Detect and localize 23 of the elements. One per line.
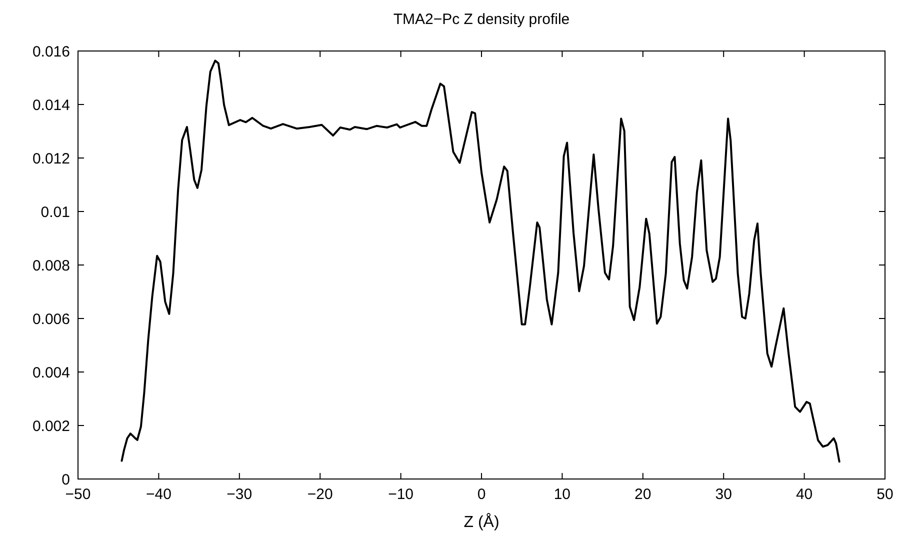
x-tick-label: 30 xyxy=(715,486,732,503)
x-tick-label: 20 xyxy=(634,486,652,503)
x-tick-label: −50 xyxy=(65,486,91,503)
x-tick-label: −10 xyxy=(388,486,414,503)
x-tick-label: 10 xyxy=(554,486,571,503)
x-tick-label: −40 xyxy=(146,486,172,503)
y-tick-label: 0 xyxy=(62,471,70,488)
y-tick-label: 0.012 xyxy=(32,150,70,168)
x-tick-label: −20 xyxy=(307,486,333,503)
x-tick-label: 40 xyxy=(796,486,813,503)
y-tick-label: 0.004 xyxy=(32,364,70,382)
line-series xyxy=(120,60,840,463)
x-tick-label: 0 xyxy=(477,486,486,503)
y-tick-label: 0.01 xyxy=(40,204,70,221)
y-tick-label: 0.002 xyxy=(32,418,70,435)
y-tick-label: 0.014 xyxy=(32,96,70,114)
x-axis-title: Z (Å) xyxy=(464,513,500,531)
y-tick-label: 0.006 xyxy=(32,310,70,328)
x-tick-label: −30 xyxy=(226,486,252,503)
y-tick-label: 0.008 xyxy=(32,257,70,274)
x-tick-label: 50 xyxy=(876,486,894,503)
chart-title: TMA2−Pc Z density profile xyxy=(393,11,570,28)
y-tick-label: 0.016 xyxy=(32,43,70,60)
